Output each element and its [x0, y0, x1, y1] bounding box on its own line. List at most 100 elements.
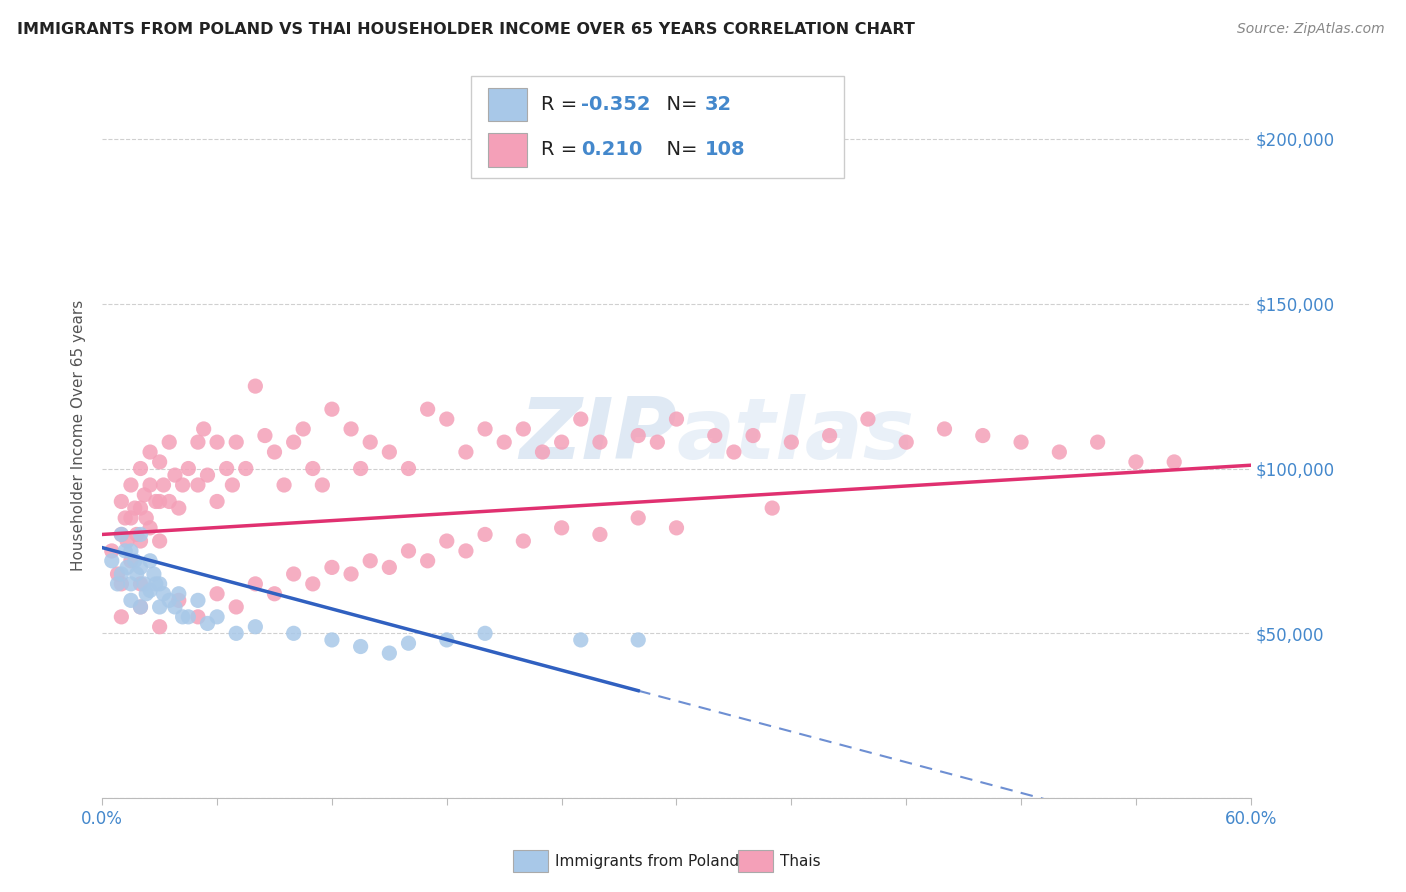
- Point: [550, 521, 572, 535]
- Point: [494, 435, 516, 450]
- Text: Source: ZipAtlas.com: Source: ZipAtlas.com: [1237, 22, 1385, 37]
- Point: [856, 412, 879, 426]
- Point: [187, 593, 209, 607]
- Point: [110, 610, 132, 624]
- Point: [129, 560, 152, 574]
- Point: [321, 402, 343, 417]
- Text: Immigrants from Poland: Immigrants from Poland: [555, 854, 740, 869]
- Point: [120, 478, 142, 492]
- Point: [703, 428, 725, 442]
- Point: [125, 566, 148, 581]
- Point: [145, 577, 167, 591]
- Text: IMMIGRANTS FROM POLAND VS THAI HOUSEHOLDER INCOME OVER 65 YEARS CORRELATION CHAR: IMMIGRANTS FROM POLAND VS THAI HOUSEHOLD…: [17, 22, 915, 37]
- Point: [245, 620, 267, 634]
- Point: [531, 445, 554, 459]
- Point: [454, 445, 477, 459]
- Point: [569, 412, 592, 426]
- Point: [311, 478, 333, 492]
- Point: [157, 494, 180, 508]
- Point: [125, 527, 148, 541]
- Point: [398, 636, 420, 650]
- Point: [115, 534, 138, 549]
- Point: [139, 521, 162, 535]
- Point: [245, 379, 267, 393]
- Text: atlas: atlas: [676, 394, 915, 477]
- Point: [101, 544, 124, 558]
- Point: [723, 445, 745, 459]
- Point: [172, 610, 194, 624]
- Point: [129, 534, 152, 549]
- Point: [110, 577, 132, 591]
- Point: [134, 488, 156, 502]
- Point: [149, 577, 172, 591]
- Point: [129, 577, 152, 591]
- Text: R =: R =: [541, 95, 583, 114]
- Point: [145, 494, 167, 508]
- Point: [129, 501, 152, 516]
- Point: [139, 478, 162, 492]
- Point: [225, 435, 247, 450]
- Point: [187, 435, 209, 450]
- Point: [114, 511, 136, 525]
- Point: [512, 534, 534, 549]
- Point: [225, 599, 247, 614]
- Point: [1163, 455, 1185, 469]
- Point: [124, 554, 146, 568]
- Text: N=: N=: [654, 95, 703, 114]
- Point: [149, 534, 172, 549]
- Point: [627, 632, 650, 647]
- Point: [627, 511, 650, 525]
- Point: [398, 461, 420, 475]
- Point: [283, 626, 305, 640]
- Point: [321, 560, 343, 574]
- Point: [761, 501, 783, 516]
- Point: [193, 422, 215, 436]
- Point: [398, 544, 420, 558]
- Point: [263, 587, 285, 601]
- Point: [416, 402, 439, 417]
- Point: [110, 494, 132, 508]
- Point: [896, 435, 918, 450]
- Text: Thais: Thais: [780, 854, 821, 869]
- Point: [359, 435, 381, 450]
- Point: [1047, 445, 1070, 459]
- Point: [129, 461, 152, 475]
- Y-axis label: Householder Income Over 65 years: Householder Income Over 65 years: [72, 300, 86, 571]
- Point: [416, 554, 439, 568]
- Point: [474, 422, 496, 436]
- Point: [129, 599, 152, 614]
- Point: [235, 461, 257, 475]
- Point: [273, 478, 295, 492]
- Point: [197, 616, 219, 631]
- Point: [129, 599, 152, 614]
- Point: [115, 560, 138, 574]
- Point: [205, 587, 228, 601]
- Point: [215, 461, 238, 475]
- Point: [349, 461, 371, 475]
- Point: [135, 511, 157, 525]
- Point: [120, 593, 142, 607]
- Point: [340, 422, 363, 436]
- Point: [378, 646, 401, 660]
- Point: [359, 554, 381, 568]
- Point: [205, 610, 228, 624]
- Point: [436, 534, 458, 549]
- Point: [263, 445, 285, 459]
- Text: R =: R =: [541, 140, 583, 159]
- Point: [167, 593, 190, 607]
- Point: [149, 494, 172, 508]
- Point: [177, 461, 200, 475]
- Point: [149, 455, 172, 469]
- Point: [550, 435, 572, 450]
- Point: [1125, 455, 1147, 469]
- Point: [225, 626, 247, 640]
- Point: [149, 599, 172, 614]
- Point: [589, 527, 612, 541]
- Point: [107, 566, 129, 581]
- Point: [139, 445, 162, 459]
- Point: [292, 422, 315, 436]
- Point: [972, 428, 994, 442]
- Point: [301, 461, 323, 475]
- Point: [780, 435, 803, 450]
- Point: [107, 577, 129, 591]
